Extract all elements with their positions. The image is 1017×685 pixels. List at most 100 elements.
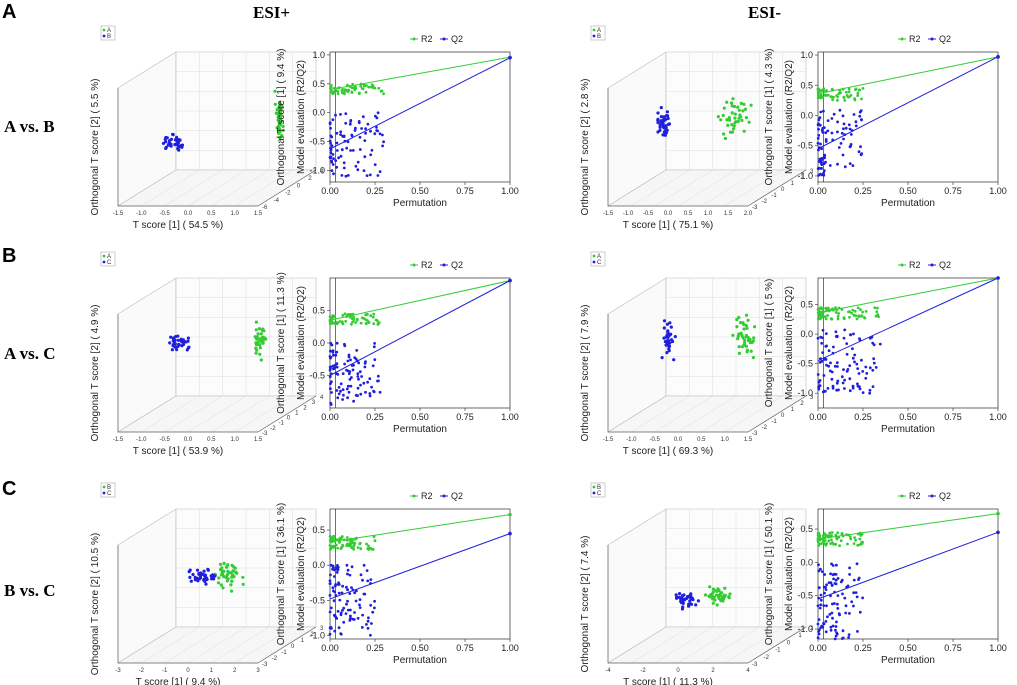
chart-1-2-point-A [737, 315, 741, 320]
chart-2-1-point-R2 [352, 541, 356, 545]
chart-1-3-point-R2 [856, 306, 860, 310]
chart-2-1-point-R2 [332, 534, 336, 538]
chart-2-1-point-Q2 [329, 625, 333, 629]
chart-2-0-x-tick-3: 0 [186, 668, 190, 674]
chart-1-3-point-R2 [830, 308, 834, 311]
chart-0-1-point-R2 [351, 82, 355, 86]
chart-0-0-point-B [167, 141, 171, 145]
chart-0-1-point-R2 [348, 85, 352, 88]
chart-2-1-point-R2 [332, 546, 336, 549]
chart-2-3-point-R2 [823, 536, 827, 540]
chart-0-3-point-R2 [842, 96, 846, 99]
chart-2-2-depth-tick-0: 2 [810, 626, 814, 632]
chart-2-3-point-R2 [830, 531, 834, 534]
chart-2-0-point-B [224, 565, 228, 569]
chart-1-3-point-Q2 [821, 336, 824, 340]
chart-1-3-line-R2 [817, 277, 999, 314]
chart-2-2-point-C [687, 604, 691, 608]
chart-0-1-point-Q2 [340, 174, 344, 177]
chart-1-2-point-A [742, 327, 746, 331]
chart-0-2-grid-floor [631, 169, 690, 207]
chart-2-3-endpoint-Q2 [996, 530, 1000, 535]
chart-1-3-point-Q2 [830, 377, 834, 381]
chart-2-2-legend-label-0: B [597, 485, 601, 491]
chart-1-0-point-C [182, 340, 187, 344]
chart-1-1-point-Q2 [354, 357, 358, 361]
chart-0-1-point-Q2 [351, 149, 355, 152]
chart-0-0-legend-marker-0 [102, 28, 106, 32]
chart-0-0-x-tick-3: 0.0 [184, 211, 193, 217]
chart-0-2-legend-label-0: A [597, 28, 601, 34]
chart-0-3-point-Q2 [849, 143, 853, 146]
chart-2-3-point-R2 [821, 534, 825, 538]
chart-2-3-point-Q2 [829, 594, 832, 598]
chart-1-3-point-Q2 [848, 389, 852, 393]
chart-1-1-point-Q2 [347, 390, 351, 394]
chart-1-1-point-R2 [354, 321, 357, 324]
chart-1-0-point-C [180, 339, 184, 344]
chart-0-3-legend-marker-r2 [900, 37, 904, 41]
chart-2-0-point-B [233, 566, 237, 570]
chart-2-1-point-Q2 [346, 572, 349, 576]
chart-2-3-point-R2 [817, 531, 821, 535]
chart-1-1-legend-label-r2: R2 [421, 260, 433, 270]
chart-1-2-grid-floor [677, 395, 737, 433]
chart-2-2-depth-tick-1: 1 [798, 633, 802, 639]
chart-0-2-point-A [736, 119, 740, 123]
chart-1-3-point-Q2 [841, 381, 845, 385]
chart-2-1-point-R2 [346, 539, 349, 542]
chart-1-2-legend-marker-1 [592, 260, 596, 264]
chart-1-1-point-Q2 [359, 383, 362, 387]
chart-1-2-point-C [672, 358, 676, 362]
chart-2-0-point-C [197, 572, 202, 576]
chart-1-1: R2 Q2 0.00 0.25 0.50 0.75 1.00 -0.5 0.0 0.5 Permut… [276, 260, 519, 435]
chart-2-1-point-R2 [333, 539, 337, 543]
chart-1-3-point-Q2 [864, 376, 868, 380]
chart-2-3-point-Q2 [852, 591, 856, 595]
chart-0-3-point-Q2 [821, 131, 825, 134]
chart-0-1-point-Q2 [346, 174, 350, 177]
chart-0-1-point-R2 [359, 82, 363, 86]
chart-1-2-point-A [748, 337, 752, 342]
chart-0-3-point-R2 [817, 87, 821, 91]
chart-1-3-point-R2 [874, 314, 878, 318]
chart-1-1-point-R2 [343, 312, 347, 316]
chart-0-2-point-B [659, 115, 664, 119]
chart-2-1-point-Q2 [366, 619, 370, 623]
chart-2-2-x-tick-4: 4 [746, 668, 750, 674]
chart-2-2-point-B [712, 588, 716, 592]
chart-0-2-point-B [656, 111, 660, 115]
chart-1-1-point-Q2 [343, 362, 346, 366]
chart-2-1-line-Q2 [329, 533, 511, 600]
chart-0-3-point-Q2 [860, 118, 863, 122]
chart-1-3-y-label: Model evaluation (R2/Q2) [784, 286, 795, 400]
chart-0-3-point-Q2 [821, 126, 825, 130]
chart-0-0-point-B [164, 145, 168, 149]
chart-2-3-point-R2 [858, 543, 862, 546]
chart-0-2-x-tick-4: 0.5 [684, 211, 693, 217]
chart-2-0-grid-floor [234, 626, 293, 664]
chart-2-3-point-Q2 [831, 602, 834, 606]
chart-0-3-point-Q2 [841, 114, 845, 118]
chart-0-0-depth-tick-2: 0 [297, 183, 301, 189]
chart-1-1-line-Q2 [329, 280, 511, 376]
chart-0-3-point-Q2 [820, 163, 824, 167]
chart-0-1-point-Q2 [376, 111, 380, 115]
chart-0-3-y-label: Model evaluation (R2/Q2) [784, 60, 795, 174]
chart-2-3-point-Q2 [824, 585, 827, 589]
chart-2-0-depth-tick-3: 0 [291, 644, 295, 650]
chart-2-3-x-tick-1: 0.25 [854, 643, 872, 653]
chart-2-1-point-Q2 [351, 588, 355, 592]
chart-1-3-point-Q2 [843, 387, 846, 390]
chart-0-3-point-Q2 [816, 137, 820, 140]
chart-1-1-point-Q2 [364, 390, 367, 394]
chart-2-2-point-C [678, 592, 682, 596]
chart-0-1-point-R2 [334, 87, 337, 90]
chart-1-1-point-R2 [372, 322, 376, 326]
chart-0-2-point-B [656, 121, 660, 125]
chart-1-1-point-Q2 [355, 349, 359, 352]
chart-1-3-point-Q2 [860, 358, 863, 362]
chart-2-0-x-tick-2: -1 [162, 668, 168, 674]
chart-0-3-x-tick-4: 1.00 [989, 186, 1007, 196]
chart-0-0-point-B [180, 143, 184, 147]
